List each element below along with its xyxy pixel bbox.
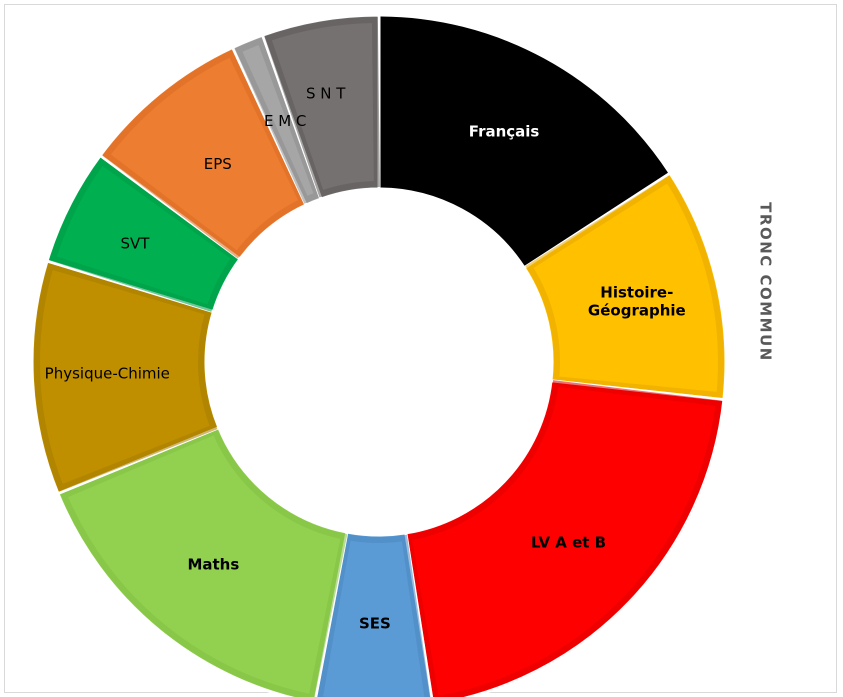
slice-edge (102, 49, 306, 259)
slice-label: Français (469, 122, 540, 140)
slice-label: LV A et B (531, 533, 606, 551)
slice-label: EPS (204, 155, 232, 173)
chart-title: TRONC COMMUN (757, 202, 775, 362)
slice-edge (60, 427, 348, 697)
slice-edge (264, 16, 380, 198)
slice-edge (234, 37, 322, 204)
slice-physique-chimie (30, 259, 221, 496)
slice-label: SVT (121, 235, 151, 253)
slice-s-n-t (260, 13, 381, 201)
slice-maths (55, 425, 349, 697)
slice-labels: Français Histoire-Géographie LV A et B SES M… (45, 85, 686, 633)
slice-fran-ais (377, 13, 673, 270)
slice-label: Histoire-Géographie (588, 283, 686, 319)
slice-histoire-g-ographie (522, 171, 728, 402)
slice-edge (316, 533, 431, 697)
slice-edge (34, 262, 218, 492)
slice-edge (405, 380, 722, 697)
slice-label: SES (359, 614, 391, 632)
slice-label: E M C (264, 112, 306, 130)
donut-slices (30, 13, 728, 697)
slice-edge (525, 175, 724, 399)
slice-label: Maths (187, 556, 239, 574)
slice-edge (378, 16, 668, 268)
slice-edge (49, 157, 239, 312)
slice-label: Physique-Chimie (45, 365, 170, 383)
slice-label: S N T (306, 85, 346, 103)
